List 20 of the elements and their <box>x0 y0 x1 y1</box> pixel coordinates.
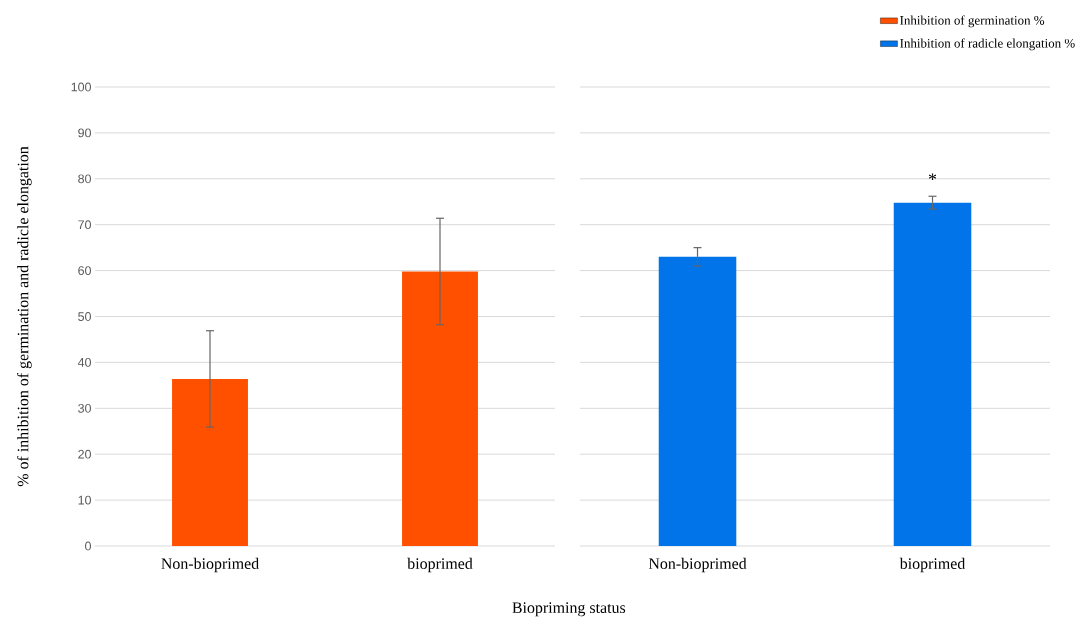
y-axis-title: % of inhibition of germination and radicle elongation <box>17 146 32 487</box>
y-tick-label: 0 <box>85 541 91 551</box>
y-tick-label: 70 <box>78 220 91 230</box>
x-tick-label: bioprimed <box>407 557 473 573</box>
y-tick-label: 90 <box>78 128 91 138</box>
legend-label: Inhibition of germination % <box>900 15 1045 28</box>
y-tick-label: 100 <box>71 82 91 92</box>
y-tick-label: 60 <box>78 266 91 276</box>
x-tick-label: Non-bioprimed <box>161 557 259 573</box>
y-tick-label: 80 <box>78 174 91 184</box>
y-tick-label: 50 <box>78 312 91 321</box>
y-tick-label: 10 <box>78 495 91 505</box>
annotation: * <box>928 173 937 180</box>
legend-label: Inhibition of radicle elongation % <box>900 38 1075 51</box>
y-tick-label: 30 <box>78 403 91 413</box>
x-axis-title: Biopriming status <box>512 602 626 617</box>
x-tick-label: Non-bioprimed <box>648 557 747 573</box>
y-tick-label: 40 <box>77 358 91 367</box>
x-tick-label: bioprimed <box>899 557 966 573</box>
y-tick-label: 20 <box>78 449 91 459</box>
